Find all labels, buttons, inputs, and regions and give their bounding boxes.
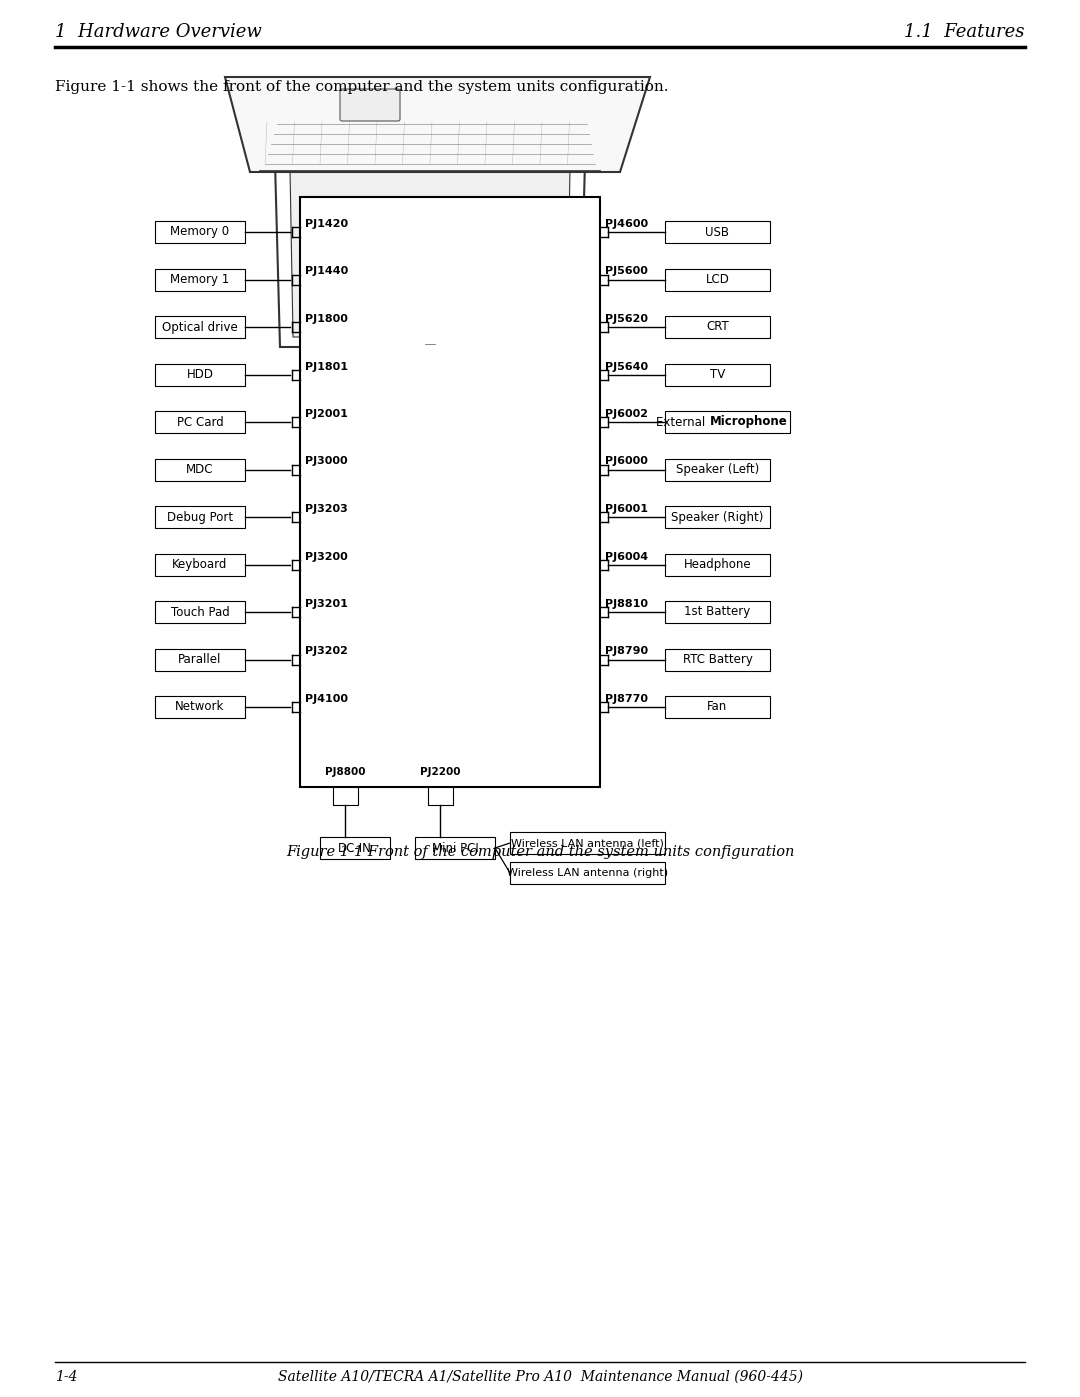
Text: 1.1  Features: 1.1 Features [905,22,1025,41]
FancyBboxPatch shape [665,696,770,718]
Text: PJ1440: PJ1440 [305,267,348,277]
FancyBboxPatch shape [333,787,357,805]
Bar [300,197,600,787]
Text: Memory 0: Memory 0 [171,225,230,239]
Text: PJ3202: PJ3202 [305,647,348,657]
Text: Touch Pad: Touch Pad [171,605,229,619]
Text: Optical drive: Optical drive [162,320,238,334]
Text: DC-IN: DC-IN [338,841,372,855]
FancyBboxPatch shape [510,862,665,884]
FancyBboxPatch shape [428,787,453,805]
Text: TV: TV [710,367,725,381]
FancyBboxPatch shape [510,833,665,854]
Text: MDC: MDC [186,462,214,476]
Text: External: External [657,415,710,429]
Text: PJ2200: PJ2200 [420,767,460,777]
Text: PJ1800: PJ1800 [305,314,348,324]
Text: Memory 1: Memory 1 [171,272,230,286]
Text: Wireless LAN antenna (left): Wireless LAN antenna (left) [511,838,664,848]
FancyBboxPatch shape [665,553,770,576]
FancyBboxPatch shape [156,648,245,671]
Text: PJ8770: PJ8770 [605,694,648,704]
FancyBboxPatch shape [665,648,770,671]
Text: PJ6002: PJ6002 [605,409,648,419]
FancyBboxPatch shape [156,268,245,291]
Text: Debug Port: Debug Port [167,510,233,524]
Text: 1-4: 1-4 [55,1370,78,1384]
Text: Figure 1-1 shows the front of the computer and the system units configuration.: Figure 1-1 shows the front of the comput… [55,80,669,94]
FancyBboxPatch shape [156,221,245,243]
FancyBboxPatch shape [665,411,789,433]
Text: RTC Battery: RTC Battery [683,652,753,666]
Text: Figure 1-1 Front of the computer and the system units configuration: Figure 1-1 Front of the computer and the… [286,845,794,859]
Text: PJ1801: PJ1801 [305,362,348,372]
FancyBboxPatch shape [665,221,770,243]
Text: PJ1420: PJ1420 [305,219,348,229]
Text: Fan: Fan [707,700,728,714]
Text: PJ8790: PJ8790 [605,647,648,657]
FancyBboxPatch shape [156,601,245,623]
Text: PJ4100: PJ4100 [305,694,348,704]
FancyBboxPatch shape [665,268,770,291]
Text: Mini PCI: Mini PCI [432,841,478,855]
FancyBboxPatch shape [415,837,495,859]
Polygon shape [291,169,570,337]
Text: Speaker (Left): Speaker (Left) [676,462,759,476]
Text: Parallel: Parallel [178,652,221,666]
Text: PC Card: PC Card [177,415,224,429]
Text: Satellite A10/TECRA A1/Satellite Pro A10  Maintenance Manual (960-445): Satellite A10/TECRA A1/Satellite Pro A10… [278,1370,802,1384]
Text: PJ6004: PJ6004 [605,552,648,562]
FancyBboxPatch shape [156,458,245,481]
Text: PJ3200: PJ3200 [305,552,348,562]
FancyBboxPatch shape [665,363,770,386]
Text: PJ6001: PJ6001 [605,504,648,514]
FancyBboxPatch shape [156,506,245,528]
Text: 1st Battery: 1st Battery [685,605,751,619]
FancyBboxPatch shape [665,458,770,481]
Text: PJ5600: PJ5600 [605,267,648,277]
Text: PJ3203: PJ3203 [305,504,348,514]
FancyBboxPatch shape [665,601,770,623]
Text: USB: USB [705,225,729,239]
Text: PJ3201: PJ3201 [305,599,348,609]
FancyBboxPatch shape [156,553,245,576]
FancyBboxPatch shape [320,837,390,859]
Text: Speaker (Right): Speaker (Right) [672,510,764,524]
Text: PJ6000: PJ6000 [605,457,648,467]
Text: Network: Network [175,700,225,714]
Text: Keyboard: Keyboard [173,557,228,571]
FancyBboxPatch shape [156,316,245,338]
Text: PJ3000: PJ3000 [305,457,348,467]
FancyBboxPatch shape [156,696,245,718]
Text: PJ4600: PJ4600 [605,219,648,229]
Polygon shape [225,77,650,172]
FancyBboxPatch shape [156,411,245,433]
FancyBboxPatch shape [340,89,400,122]
Text: HDD: HDD [187,367,214,381]
Text: PJ5620: PJ5620 [605,314,648,324]
Text: PJ8810: PJ8810 [605,599,648,609]
FancyBboxPatch shape [665,506,770,528]
Text: Wireless LAN antenna (right): Wireless LAN antenna (right) [507,868,669,877]
FancyBboxPatch shape [665,316,770,338]
Text: LCD: LCD [705,272,729,286]
Text: PJ2001: PJ2001 [305,409,348,419]
Text: CRT: CRT [706,320,729,334]
Text: PJ5640: PJ5640 [605,362,648,372]
Text: 1  Hardware Overview: 1 Hardware Overview [55,22,261,41]
FancyBboxPatch shape [156,363,245,386]
Text: Microphone: Microphone [710,415,787,429]
Text: Headphone: Headphone [684,557,752,571]
Text: PJ8800: PJ8800 [325,767,365,777]
